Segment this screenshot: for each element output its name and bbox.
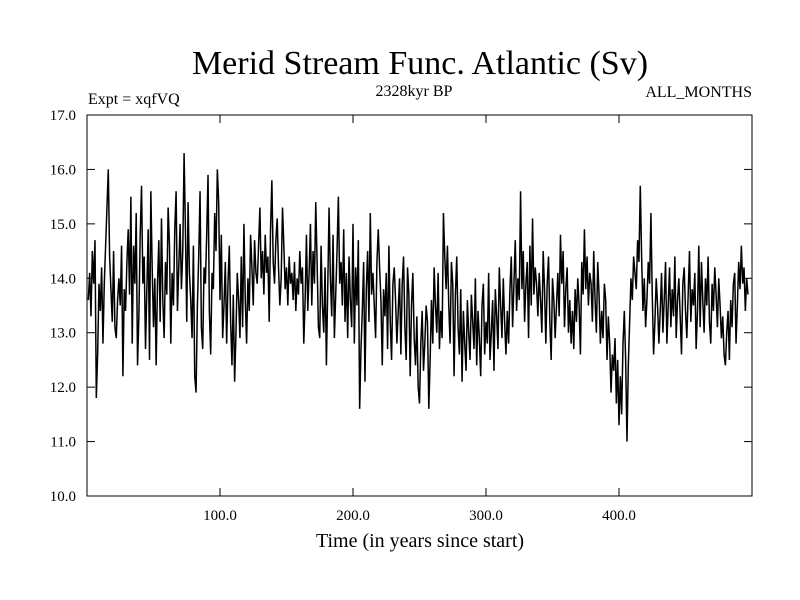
plot-frame <box>86 114 753 497</box>
y-tick-label: 14.0 <box>50 271 76 287</box>
x-tick-label: 200.0 <box>336 508 370 524</box>
chart-title: Merid Stream Func. Atlantic (Sv) <box>192 45 648 82</box>
x-axis: 100.0 200.0 300.0 400.0 <box>203 115 636 524</box>
series-layer <box>87 153 749 442</box>
period-label: 2328kyr BP <box>376 83 453 100</box>
y-tick-label: 13.0 <box>50 326 76 342</box>
x-axis-label: Time (in years since start) <box>316 530 524 552</box>
y-tick-label: 10.0 <box>50 489 76 505</box>
y-tick-label: 17.0 <box>50 108 76 124</box>
y-tick-label: 16.0 <box>50 162 76 178</box>
x-tick-label: 400.0 <box>602 508 636 524</box>
x-tick-label: 300.0 <box>469 508 503 524</box>
x-tick-label: 100.0 <box>203 508 237 524</box>
months-label: ALL_MONTHS <box>645 84 752 101</box>
y-tick-label: 11.0 <box>50 435 76 451</box>
y-axis: 10.0 11.0 12.0 13.0 14.0 15.0 16.0 17.0 <box>50 108 752 505</box>
y-tick-label: 15.0 <box>50 217 76 233</box>
series-line <box>87 153 749 442</box>
y-tick-label: 12.0 <box>50 380 76 396</box>
experiment-label: Expt = xqfVQ <box>88 91 180 108</box>
